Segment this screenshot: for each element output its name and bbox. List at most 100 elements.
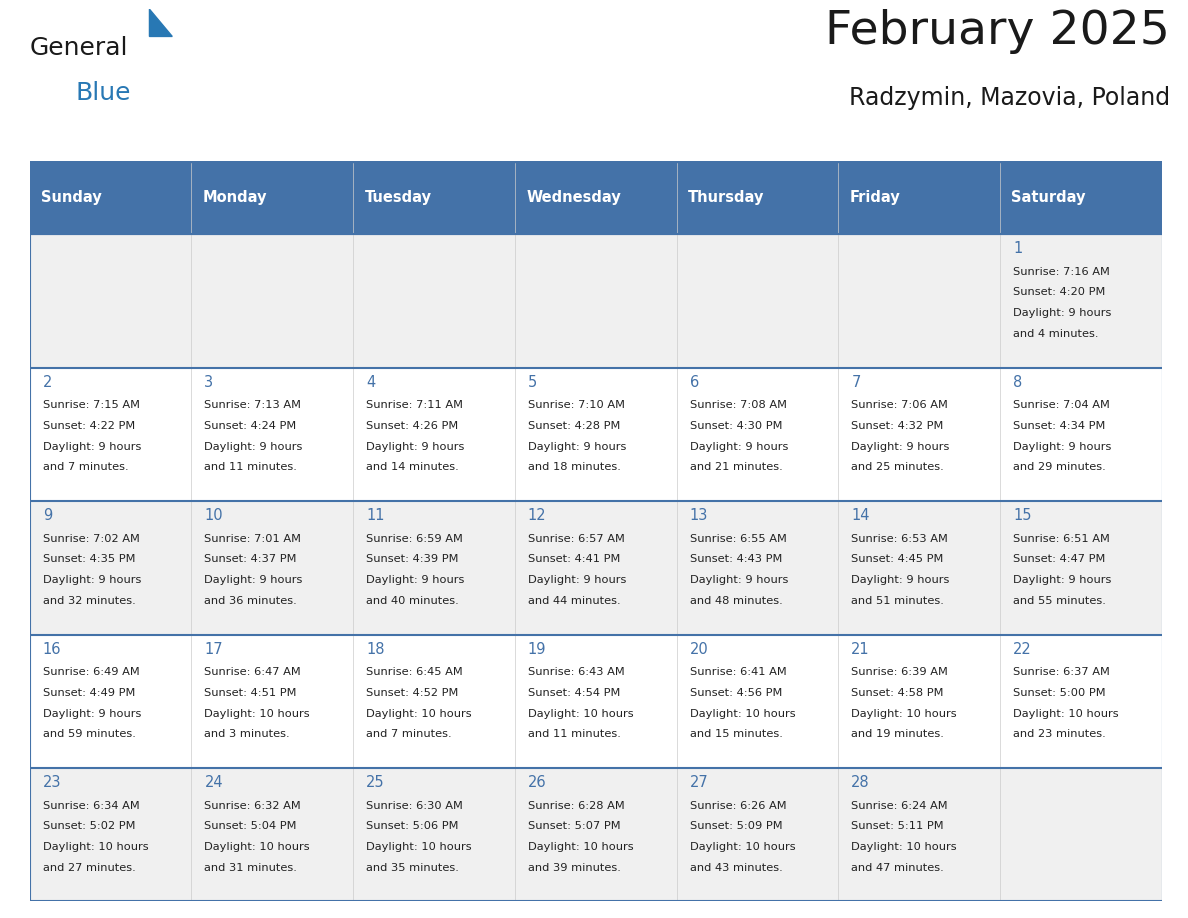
Text: Daylight: 10 hours: Daylight: 10 hours bbox=[527, 842, 633, 852]
Text: Sunset: 4:20 PM: Sunset: 4:20 PM bbox=[1013, 287, 1106, 297]
Text: Sunset: 5:11 PM: Sunset: 5:11 PM bbox=[852, 822, 944, 832]
Text: Sunset: 4:32 PM: Sunset: 4:32 PM bbox=[852, 421, 943, 431]
Text: and 40 minutes.: and 40 minutes. bbox=[366, 596, 459, 606]
Text: Daylight: 10 hours: Daylight: 10 hours bbox=[852, 709, 958, 719]
Bar bbox=[1000, 161, 1162, 234]
Text: Daylight: 9 hours: Daylight: 9 hours bbox=[689, 442, 788, 452]
Text: Daylight: 10 hours: Daylight: 10 hours bbox=[43, 842, 148, 852]
Text: and 7 minutes.: and 7 minutes. bbox=[43, 463, 128, 473]
Text: Daylight: 9 hours: Daylight: 9 hours bbox=[852, 442, 949, 452]
Text: 12: 12 bbox=[527, 509, 546, 523]
Text: Daylight: 9 hours: Daylight: 9 hours bbox=[43, 442, 141, 452]
Text: Daylight: 10 hours: Daylight: 10 hours bbox=[689, 709, 795, 719]
Text: and 27 minutes.: and 27 minutes. bbox=[43, 863, 135, 873]
Text: Sunrise: 6:32 AM: Sunrise: 6:32 AM bbox=[204, 800, 301, 811]
Text: Saturday: Saturday bbox=[1011, 190, 1086, 205]
Text: General: General bbox=[30, 37, 128, 61]
Text: Daylight: 10 hours: Daylight: 10 hours bbox=[852, 842, 958, 852]
Text: Daylight: 9 hours: Daylight: 9 hours bbox=[527, 442, 626, 452]
Text: and 44 minutes.: and 44 minutes. bbox=[527, 596, 620, 606]
Text: 2: 2 bbox=[43, 375, 52, 390]
Text: Sunrise: 6:53 AM: Sunrise: 6:53 AM bbox=[852, 533, 948, 543]
Bar bbox=[191, 161, 353, 234]
Bar bbox=[30, 161, 191, 234]
Text: and 18 minutes.: and 18 minutes. bbox=[527, 463, 620, 473]
Text: 3: 3 bbox=[204, 375, 214, 390]
Text: 9: 9 bbox=[43, 509, 52, 523]
Text: 24: 24 bbox=[204, 776, 223, 790]
Text: Daylight: 9 hours: Daylight: 9 hours bbox=[527, 575, 626, 585]
Text: 8: 8 bbox=[1013, 375, 1023, 390]
Text: Sunset: 4:34 PM: Sunset: 4:34 PM bbox=[1013, 421, 1106, 431]
Text: Sunrise: 7:15 AM: Sunrise: 7:15 AM bbox=[43, 400, 140, 410]
Text: Sunset: 4:26 PM: Sunset: 4:26 PM bbox=[366, 421, 459, 431]
Bar bbox=[30, 234, 1162, 367]
Text: and 55 minutes.: and 55 minutes. bbox=[1013, 596, 1106, 606]
Text: 1: 1 bbox=[1013, 241, 1023, 256]
Text: Sunrise: 6:24 AM: Sunrise: 6:24 AM bbox=[852, 800, 948, 811]
Text: and 43 minutes.: and 43 minutes. bbox=[689, 863, 783, 873]
Text: Daylight: 10 hours: Daylight: 10 hours bbox=[527, 709, 633, 719]
Text: 13: 13 bbox=[689, 509, 708, 523]
Text: Friday: Friday bbox=[849, 190, 901, 205]
Text: Daylight: 10 hours: Daylight: 10 hours bbox=[1013, 709, 1119, 719]
Text: 15: 15 bbox=[1013, 509, 1031, 523]
Text: 7: 7 bbox=[852, 375, 860, 390]
Text: Daylight: 9 hours: Daylight: 9 hours bbox=[204, 575, 303, 585]
Text: Sunset: 4:54 PM: Sunset: 4:54 PM bbox=[527, 688, 620, 698]
Text: 10: 10 bbox=[204, 509, 223, 523]
Text: Sunset: 5:00 PM: Sunset: 5:00 PM bbox=[1013, 688, 1106, 698]
Text: 14: 14 bbox=[852, 509, 870, 523]
Text: and 35 minutes.: and 35 minutes. bbox=[366, 863, 459, 873]
Bar bbox=[30, 634, 1162, 768]
Text: 22: 22 bbox=[1013, 642, 1032, 657]
Text: Sunset: 5:09 PM: Sunset: 5:09 PM bbox=[689, 822, 782, 832]
Text: Sunset: 5:07 PM: Sunset: 5:07 PM bbox=[527, 822, 620, 832]
Text: Sunrise: 6:26 AM: Sunrise: 6:26 AM bbox=[689, 800, 786, 811]
Text: Daylight: 10 hours: Daylight: 10 hours bbox=[689, 842, 795, 852]
Text: Sunrise: 7:10 AM: Sunrise: 7:10 AM bbox=[527, 400, 625, 410]
Text: and 14 minutes.: and 14 minutes. bbox=[366, 463, 459, 473]
Bar bbox=[30, 161, 1162, 234]
Text: Sunrise: 6:30 AM: Sunrise: 6:30 AM bbox=[366, 800, 463, 811]
Polygon shape bbox=[150, 9, 172, 37]
Text: Sunrise: 6:37 AM: Sunrise: 6:37 AM bbox=[1013, 667, 1110, 677]
Text: Sunset: 4:30 PM: Sunset: 4:30 PM bbox=[689, 421, 782, 431]
Text: 19: 19 bbox=[527, 642, 546, 657]
Text: and 23 minutes.: and 23 minutes. bbox=[1013, 729, 1106, 739]
Text: and 11 minutes.: and 11 minutes. bbox=[527, 729, 620, 739]
Text: Daylight: 9 hours: Daylight: 9 hours bbox=[1013, 442, 1112, 452]
Text: Sunset: 4:28 PM: Sunset: 4:28 PM bbox=[527, 421, 620, 431]
Text: and 47 minutes.: and 47 minutes. bbox=[852, 863, 944, 873]
Text: Daylight: 9 hours: Daylight: 9 hours bbox=[1013, 575, 1112, 585]
Bar bbox=[677, 161, 839, 234]
Bar bbox=[353, 161, 514, 234]
Bar bbox=[514, 161, 677, 234]
Text: Daylight: 9 hours: Daylight: 9 hours bbox=[43, 575, 141, 585]
Text: Daylight: 9 hours: Daylight: 9 hours bbox=[852, 575, 949, 585]
Text: Tuesday: Tuesday bbox=[365, 190, 431, 205]
Bar bbox=[839, 161, 1000, 234]
Text: 5: 5 bbox=[527, 375, 537, 390]
Text: Sunrise: 6:28 AM: Sunrise: 6:28 AM bbox=[527, 800, 625, 811]
Text: Sunset: 4:43 PM: Sunset: 4:43 PM bbox=[689, 554, 782, 565]
Text: and 39 minutes.: and 39 minutes. bbox=[527, 863, 620, 873]
Text: Sunset: 4:58 PM: Sunset: 4:58 PM bbox=[852, 688, 943, 698]
Text: Sunrise: 6:39 AM: Sunrise: 6:39 AM bbox=[852, 667, 948, 677]
Text: Sunrise: 6:45 AM: Sunrise: 6:45 AM bbox=[366, 667, 463, 677]
Text: Sunrise: 6:34 AM: Sunrise: 6:34 AM bbox=[43, 800, 139, 811]
Text: 16: 16 bbox=[43, 642, 61, 657]
Text: Sunday: Sunday bbox=[42, 190, 102, 205]
Text: Sunset: 4:51 PM: Sunset: 4:51 PM bbox=[204, 688, 297, 698]
Text: Monday: Monday bbox=[203, 190, 267, 205]
Text: February 2025: February 2025 bbox=[826, 9, 1170, 54]
Text: and 36 minutes.: and 36 minutes. bbox=[204, 596, 297, 606]
Text: 4: 4 bbox=[366, 375, 375, 390]
Text: 6: 6 bbox=[689, 375, 699, 390]
Text: Sunrise: 7:08 AM: Sunrise: 7:08 AM bbox=[689, 400, 786, 410]
Text: and 25 minutes.: and 25 minutes. bbox=[852, 463, 944, 473]
Text: Wednesday: Wednesday bbox=[526, 190, 621, 205]
Text: Sunset: 5:02 PM: Sunset: 5:02 PM bbox=[43, 822, 135, 832]
Text: Daylight: 10 hours: Daylight: 10 hours bbox=[366, 842, 472, 852]
Text: 23: 23 bbox=[43, 776, 61, 790]
